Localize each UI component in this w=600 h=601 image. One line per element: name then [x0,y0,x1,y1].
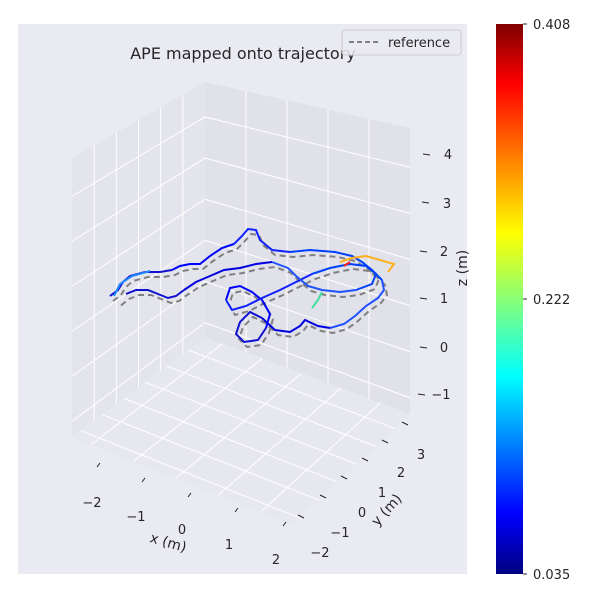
y-tick-label: 1 [378,486,386,501]
z-tick-label: 3 [443,197,451,212]
y-tick-label: −1 [330,526,349,541]
colorbar: 0.408 0.222 0.035 [496,18,570,583]
y-tick-label: 3 [417,448,425,463]
colorbar-mid-label: 0.222 [533,293,570,308]
z-tick-label: 0 [440,341,448,356]
y-tick-label: −2 [310,546,329,561]
y-tick-label: 2 [397,466,405,481]
x-tick-label: −1 [126,510,145,525]
x-tick-label: −2 [82,496,101,511]
z-axis-label: z (m) [455,250,471,286]
legend: reference [342,30,461,55]
x-tick-label: 0 [178,523,186,538]
chart-title: APE mapped onto trajectory [130,44,356,63]
colorbar-max-label: 0.408 [533,18,570,33]
legend-reference-label: reference [388,36,450,51]
colorbar-min-label: 0.035 [533,568,570,583]
z-tick-label: 1 [440,292,448,307]
z-tick-label: −1 [431,388,450,403]
z-tick-label: 4 [444,148,452,163]
y-tick-label: 0 [358,506,366,521]
x-tick-label: 1 [225,538,233,553]
colorbar-gradient [496,24,523,574]
x-tick-label: 2 [272,553,280,568]
z-tick-label: 2 [440,245,448,260]
